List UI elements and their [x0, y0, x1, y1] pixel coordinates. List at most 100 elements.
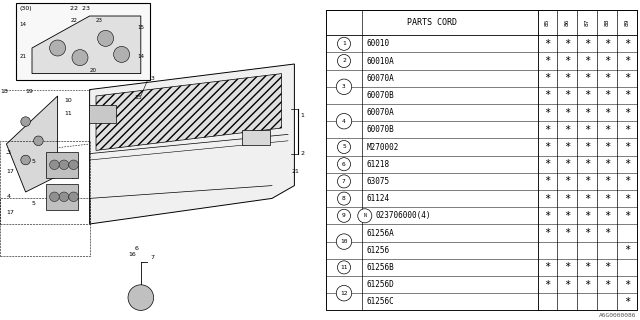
Text: 11: 11 — [64, 111, 72, 116]
Text: *: * — [545, 90, 550, 100]
Text: *: * — [545, 211, 550, 221]
Text: *: * — [564, 280, 570, 290]
FancyBboxPatch shape — [243, 130, 270, 145]
Text: *: * — [604, 280, 610, 290]
Text: (30): (30) — [19, 5, 32, 11]
Text: 3: 3 — [6, 149, 10, 155]
Text: *: * — [604, 125, 610, 135]
Text: 60070B: 60070B — [366, 125, 394, 134]
Text: 15: 15 — [134, 95, 142, 100]
Text: 14: 14 — [19, 21, 26, 27]
Circle shape — [337, 175, 351, 188]
Text: 14: 14 — [70, 175, 78, 180]
Polygon shape — [32, 16, 141, 74]
Text: 8: 8 — [138, 307, 141, 311]
Circle shape — [337, 37, 351, 50]
Text: 22  23: 22 23 — [70, 5, 90, 11]
Text: *: * — [545, 39, 550, 49]
Text: *: * — [545, 159, 550, 169]
Text: *: * — [624, 159, 630, 169]
Text: N: N — [364, 213, 366, 218]
Text: 61218: 61218 — [366, 160, 390, 169]
Text: *: * — [604, 90, 610, 100]
Text: *: * — [584, 142, 590, 152]
Text: *: * — [564, 90, 570, 100]
Text: *: * — [584, 211, 590, 221]
Circle shape — [60, 160, 69, 170]
Text: 9: 9 — [51, 175, 55, 180]
Text: *: * — [545, 56, 550, 66]
Polygon shape — [6, 96, 58, 192]
Text: 23: 23 — [96, 18, 103, 23]
Circle shape — [20, 117, 31, 126]
Text: 61256D: 61256D — [366, 280, 394, 289]
Text: *: * — [584, 39, 590, 49]
Text: 5: 5 — [32, 201, 36, 206]
Text: 61256: 61256 — [366, 246, 390, 255]
Text: *: * — [624, 73, 630, 83]
Text: *: * — [604, 56, 610, 66]
Text: 1: 1 — [342, 41, 346, 46]
Text: *: * — [545, 73, 550, 83]
Circle shape — [114, 46, 130, 62]
Text: 61124: 61124 — [366, 194, 390, 203]
Text: *: * — [604, 194, 610, 204]
Text: 6: 6 — [134, 246, 138, 251]
Circle shape — [337, 140, 351, 154]
Text: *: * — [564, 73, 570, 83]
Circle shape — [98, 30, 114, 46]
Text: *: * — [624, 245, 630, 255]
Circle shape — [60, 192, 69, 202]
Text: *: * — [584, 262, 590, 272]
Text: 12: 12 — [122, 76, 129, 81]
Text: *: * — [624, 211, 630, 221]
Circle shape — [337, 158, 351, 171]
Text: 12: 12 — [340, 291, 348, 296]
Circle shape — [358, 209, 372, 223]
Circle shape — [336, 79, 352, 94]
Text: *: * — [545, 228, 550, 238]
Circle shape — [128, 285, 154, 310]
Text: *: * — [584, 228, 590, 238]
Text: 10: 10 — [340, 239, 348, 244]
Text: *: * — [545, 125, 550, 135]
Text: 2: 2 — [301, 151, 305, 156]
Text: 61256C: 61256C — [366, 297, 394, 306]
Text: 89: 89 — [625, 19, 629, 26]
Circle shape — [34, 136, 44, 146]
Text: *: * — [545, 176, 550, 186]
Circle shape — [337, 209, 351, 222]
Text: *: * — [624, 56, 630, 66]
Text: 13: 13 — [147, 76, 155, 81]
FancyBboxPatch shape — [88, 105, 116, 123]
Text: *: * — [584, 125, 590, 135]
Text: *: * — [624, 39, 630, 49]
Text: *: * — [624, 280, 630, 290]
Circle shape — [50, 192, 60, 202]
Circle shape — [50, 40, 65, 56]
Text: 88: 88 — [605, 19, 609, 26]
Text: *: * — [624, 297, 630, 307]
Text: 5: 5 — [32, 159, 36, 164]
Text: *: * — [604, 228, 610, 238]
Circle shape — [337, 192, 351, 205]
Text: 11: 11 — [340, 265, 348, 270]
Text: *: * — [564, 39, 570, 49]
Circle shape — [20, 155, 31, 165]
Text: *: * — [545, 108, 550, 117]
Text: 6: 6 — [342, 162, 346, 167]
Text: *: * — [564, 56, 570, 66]
Text: 15: 15 — [138, 25, 145, 30]
Text: 18: 18 — [0, 89, 8, 94]
Text: *: * — [584, 159, 590, 169]
Text: 17: 17 — [6, 169, 14, 174]
Text: *: * — [584, 108, 590, 117]
Text: *: * — [564, 108, 570, 117]
Text: 87: 87 — [585, 19, 589, 26]
Text: *: * — [564, 142, 570, 152]
Text: *: * — [604, 142, 610, 152]
Circle shape — [337, 261, 351, 274]
Circle shape — [337, 54, 351, 68]
Text: *: * — [624, 108, 630, 117]
Text: 22: 22 — [70, 18, 77, 23]
